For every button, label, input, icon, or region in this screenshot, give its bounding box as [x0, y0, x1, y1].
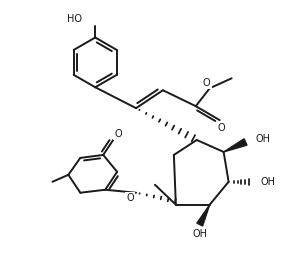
- Text: O: O: [126, 193, 134, 203]
- Text: O: O: [114, 129, 122, 139]
- Text: HO: HO: [67, 14, 82, 24]
- Polygon shape: [224, 139, 247, 152]
- Text: OH: OH: [192, 229, 207, 239]
- Text: O: O: [218, 123, 225, 133]
- Polygon shape: [197, 205, 210, 226]
- Text: OH: OH: [255, 134, 270, 144]
- Text: OH: OH: [260, 177, 275, 187]
- Text: O: O: [203, 78, 211, 88]
